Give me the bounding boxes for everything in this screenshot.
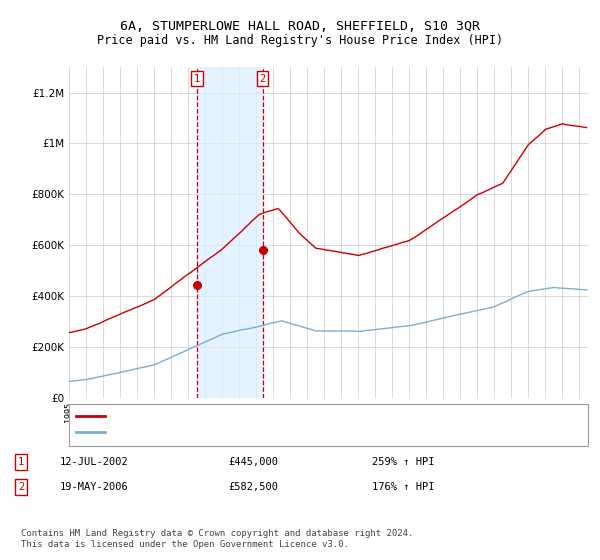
- Text: 6A, STUMPERLOWE HALL ROAD, SHEFFIELD, S10 3QR: 6A, STUMPERLOWE HALL ROAD, SHEFFIELD, S1…: [120, 20, 480, 32]
- Text: 12-JUL-2002: 12-JUL-2002: [60, 457, 129, 467]
- Text: HPI: Average price, detached house, Sheffield: HPI: Average price, detached house, Shef…: [110, 427, 374, 437]
- Text: 1: 1: [18, 457, 24, 467]
- Text: 19-MAY-2006: 19-MAY-2006: [60, 482, 129, 492]
- Text: 176% ↑ HPI: 176% ↑ HPI: [372, 482, 434, 492]
- Text: Price paid vs. HM Land Registry's House Price Index (HPI): Price paid vs. HM Land Registry's House …: [97, 34, 503, 46]
- Text: 6A, STUMPERLOWE HALL ROAD, SHEFFIELD, S10 3QR (detached house): 6A, STUMPERLOWE HALL ROAD, SHEFFIELD, S1…: [110, 410, 474, 421]
- Text: 1: 1: [194, 74, 200, 84]
- Text: 2: 2: [260, 74, 266, 84]
- Text: £582,500: £582,500: [228, 482, 278, 492]
- Text: Contains HM Land Registry data © Crown copyright and database right 2024.
This d: Contains HM Land Registry data © Crown c…: [21, 529, 413, 549]
- Text: 2: 2: [18, 482, 24, 492]
- Text: 259% ↑ HPI: 259% ↑ HPI: [372, 457, 434, 467]
- Bar: [197, 67, 263, 398]
- Text: £445,000: £445,000: [228, 457, 278, 467]
